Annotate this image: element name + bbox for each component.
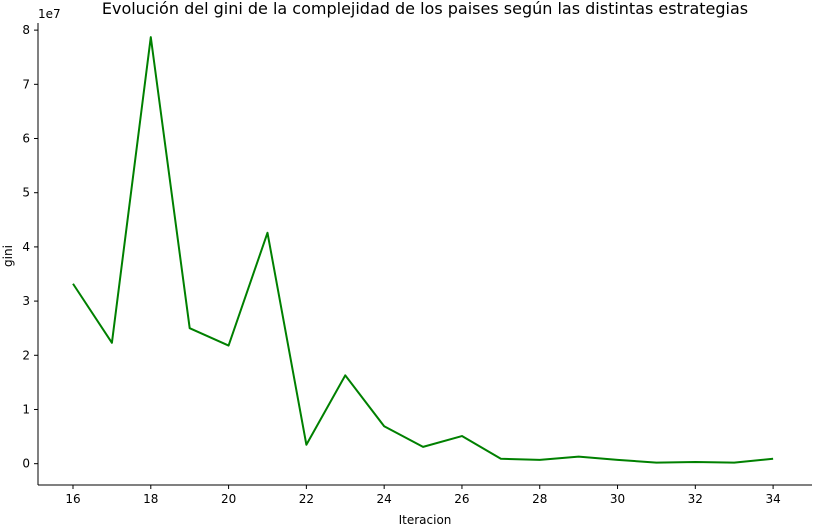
x-tick-label: 24 — [377, 492, 392, 506]
x-tick-label: 34 — [765, 492, 780, 506]
x-tick-label: 16 — [65, 492, 80, 506]
y-axis-label: gini — [1, 245, 15, 267]
y-tick-label: 0 — [22, 457, 30, 471]
y-tick-label: 8 — [22, 23, 30, 37]
y-tick-label: 7 — [22, 77, 30, 91]
chart-title: Evolución del gini de la complejidad de … — [102, 0, 748, 18]
x-tick-label: 30 — [610, 492, 625, 506]
y-tick-label: 4 — [22, 240, 30, 254]
y-tick-label: 2 — [22, 348, 30, 362]
x-tick-label: 26 — [454, 492, 469, 506]
x-axis-label: Iteracion — [399, 513, 452, 527]
x-tick-label: 22 — [299, 492, 314, 506]
y-tick-label: 6 — [22, 132, 30, 146]
x-tick-label: 32 — [688, 492, 703, 506]
x-tick-label: 18 — [143, 492, 158, 506]
y-axis-offset-label: 1e7 — [38, 7, 61, 21]
x-tick-label: 28 — [532, 492, 547, 506]
y-tick-label: 1 — [22, 402, 30, 416]
y-tick-label: 5 — [22, 186, 30, 200]
x-tick-label: 20 — [221, 492, 236, 506]
y-tick-label: 3 — [22, 294, 30, 308]
series-line — [72, 36, 774, 464]
